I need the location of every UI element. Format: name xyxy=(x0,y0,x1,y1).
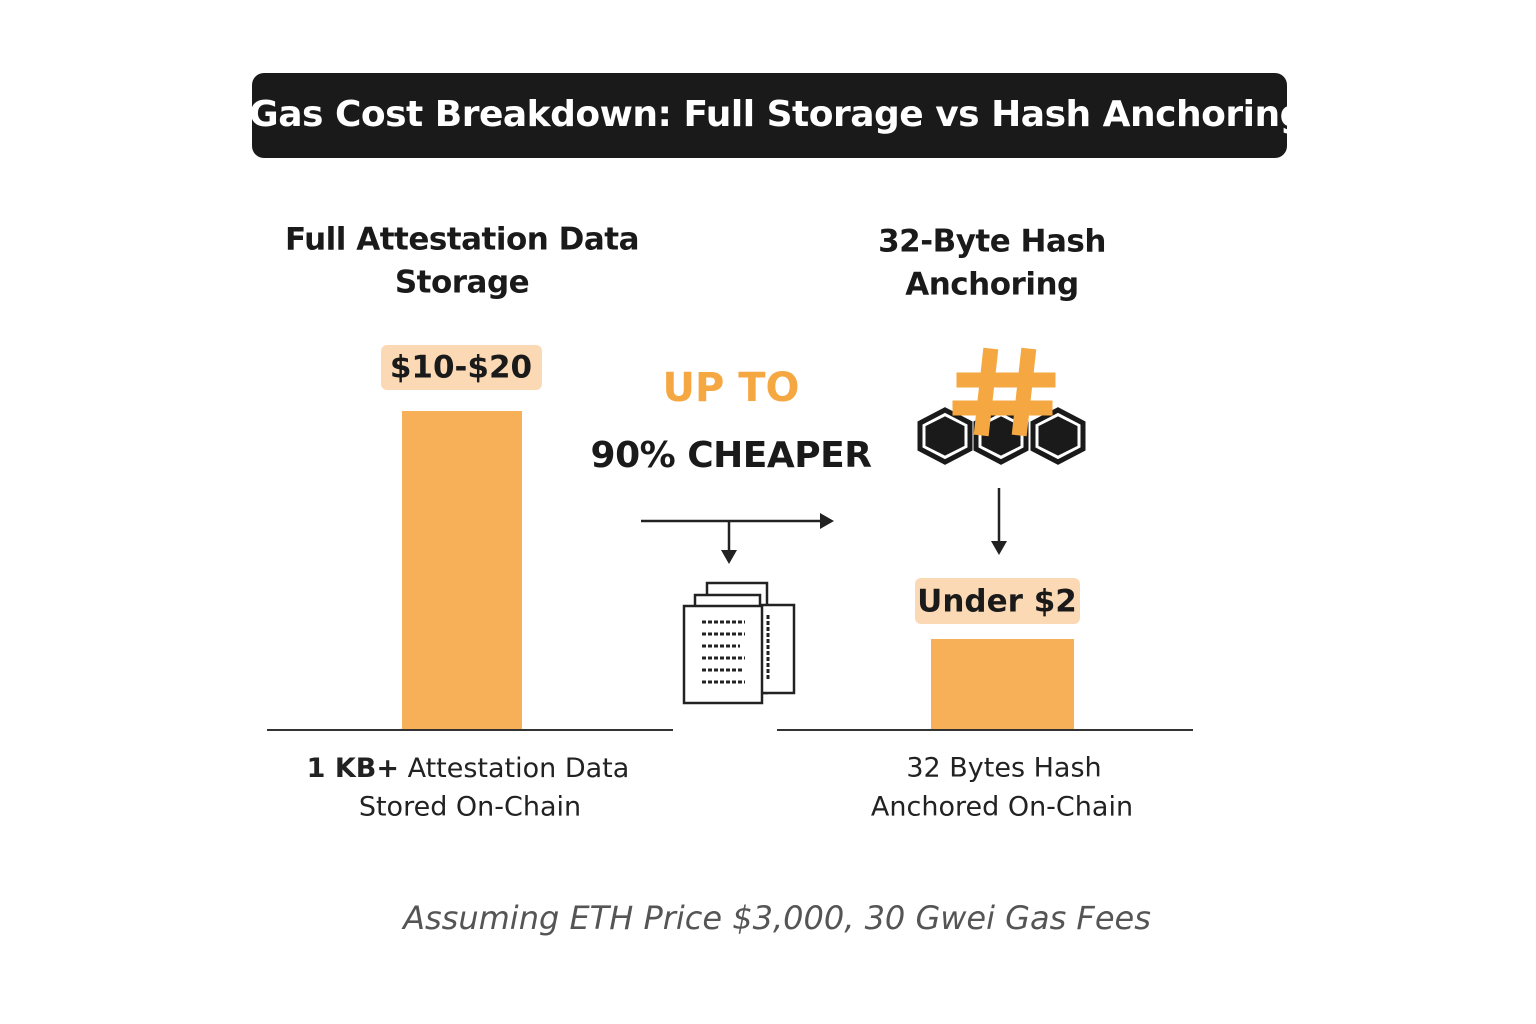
right-caption: Anchored On-Chain xyxy=(871,792,1133,823)
cost-badge xyxy=(915,578,1080,624)
savings-line: UP TO xyxy=(662,365,799,411)
left-heading: Full Attestation Data xyxy=(285,222,639,258)
cost-badge xyxy=(381,345,542,390)
arrow-head xyxy=(721,550,737,564)
caption-bold: 1 KB+ xyxy=(307,753,399,784)
bar xyxy=(931,639,1074,730)
title-box xyxy=(252,73,1287,158)
caption-text: Attestation Data xyxy=(399,753,629,784)
left-caption: 1 KB+ Attestation Data xyxy=(307,753,630,784)
cost-label: Under $2 xyxy=(917,584,1077,620)
hash-icon xyxy=(917,347,1086,465)
left-heading: Storage xyxy=(395,265,529,301)
arrow-head xyxy=(991,541,1007,555)
cost-label: $10-$20 xyxy=(390,350,532,386)
savings-line: 90% CHEAPER xyxy=(591,435,872,476)
title: Gas Cost Breakdown: Full Storage vs Hash… xyxy=(249,94,1305,135)
right-heading: Anchoring xyxy=(905,267,1078,303)
document-icon xyxy=(682,581,796,705)
bar xyxy=(402,411,522,730)
footnote: Assuming ETH Price $3,000, 30 Gwei Gas F… xyxy=(401,899,1151,937)
right-heading: 32-Byte Hash xyxy=(878,224,1106,260)
left-caption: Stored On-Chain xyxy=(359,792,581,823)
right-caption: 32 Bytes Hash xyxy=(906,753,1101,784)
arrow-head xyxy=(820,513,834,529)
